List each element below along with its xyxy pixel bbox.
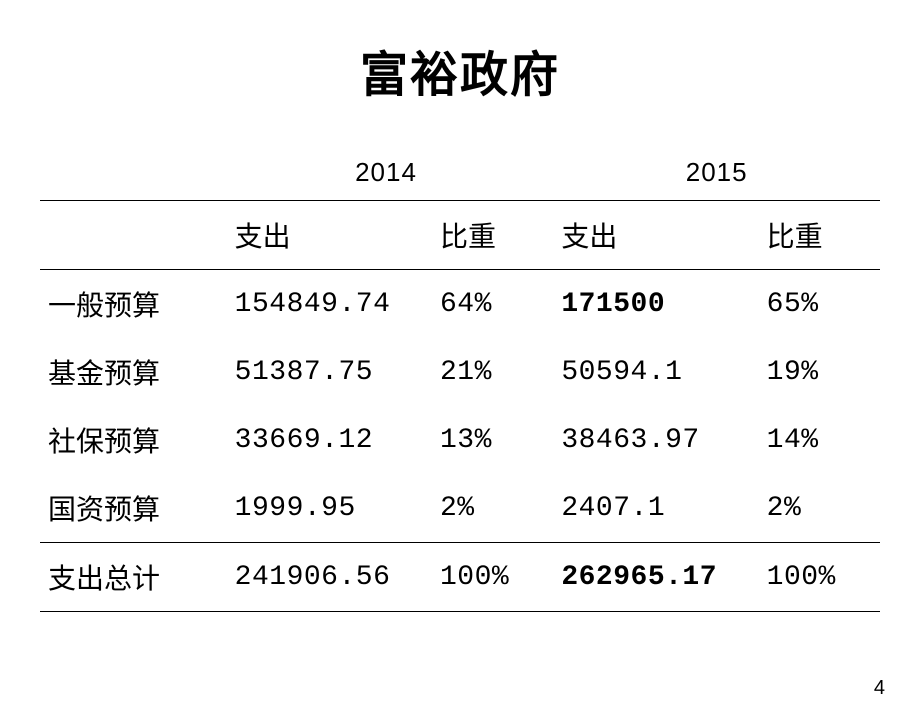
ratio-2015: 65%	[759, 270, 880, 339]
row-label: 国资预算	[40, 474, 227, 543]
expense-2014: 1999.95	[227, 474, 432, 543]
column-header-row: 支出 比重 支出 比重	[40, 201, 880, 270]
row-label: 一般预算	[40, 270, 227, 339]
year-2014-header: 2014	[227, 145, 554, 201]
table-body: 一般预算 154849.74 64% 171500 65% 基金预算 51387…	[40, 270, 880, 612]
table-row: 基金预算 51387.75 21% 50594.1 19%	[40, 338, 880, 406]
row-label: 社保预算	[40, 406, 227, 474]
budget-table: 2014 2015 支出 比重 支出 比重 一般预算 154849.74 64%…	[40, 145, 880, 612]
ratio-2015: 2%	[759, 474, 880, 543]
total-expense-2014: 241906.56	[227, 543, 432, 612]
page-number: 4	[874, 677, 885, 700]
total-label: 支出总计	[40, 543, 227, 612]
expense-2015: 38463.97	[553, 406, 758, 474]
table-row: 一般预算 154849.74 64% 171500 65%	[40, 270, 880, 339]
budget-table-container: 2014 2015 支出 比重 支出 比重 一般预算 154849.74 64%…	[40, 145, 880, 612]
ratio-2014: 21%	[432, 338, 553, 406]
ratio-2014: 64%	[432, 270, 553, 339]
year-2015-header: 2015	[553, 145, 880, 201]
expense-2014: 33669.12	[227, 406, 432, 474]
total-ratio-2015: 100%	[759, 543, 880, 612]
ratio-2014: 2%	[432, 474, 553, 543]
ratio-2014: 13%	[432, 406, 553, 474]
total-ratio-2014: 100%	[432, 543, 553, 612]
table-row: 社保预算 33669.12 13% 38463.97 14%	[40, 406, 880, 474]
row-label: 基金预算	[40, 338, 227, 406]
expense-2015: 171500	[553, 270, 758, 339]
table-row: 国资预算 1999.95 2% 2407.1 2%	[40, 474, 880, 543]
expense-2014: 51387.75	[227, 338, 432, 406]
expense-2014: 154849.74	[227, 270, 432, 339]
ratio-header-2014: 比重	[432, 201, 553, 270]
expense-header-2014: 支出	[227, 201, 432, 270]
year-header-row: 2014 2015	[40, 145, 880, 201]
expense-2015: 2407.1	[553, 474, 758, 543]
ratio-2015: 19%	[759, 338, 880, 406]
ratio-header-2015: 比重	[759, 201, 880, 270]
total-expense-2015: 262965.17	[553, 543, 758, 612]
expense-header-2015: 支出	[553, 201, 758, 270]
slide-title: 富裕政府	[0, 35, 920, 105]
ratio-2015: 14%	[759, 406, 880, 474]
expense-2015: 50594.1	[553, 338, 758, 406]
total-row: 支出总计 241906.56 100% 262965.17 100%	[40, 543, 880, 612]
